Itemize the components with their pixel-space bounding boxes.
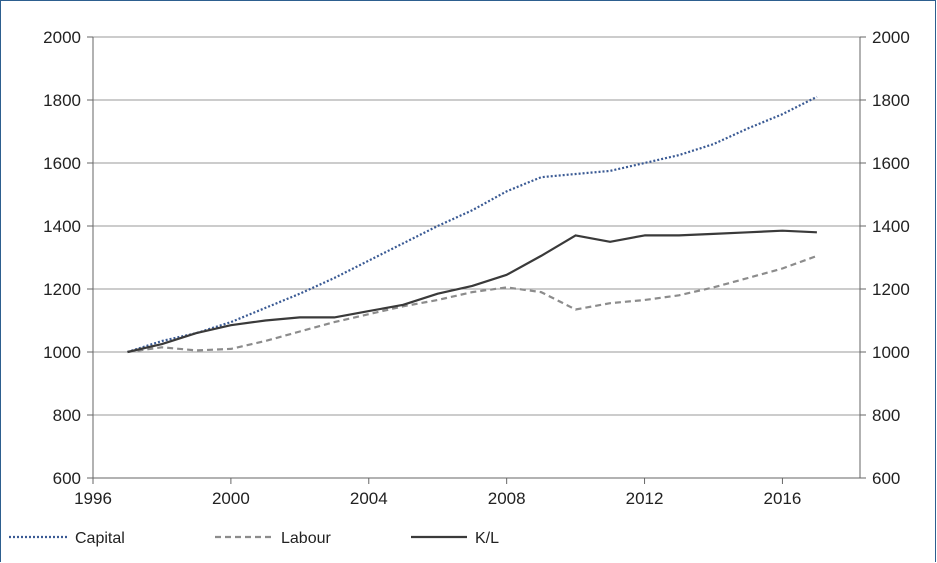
y-tick-label-left: 2000 [43,28,81,47]
x-tick-label: 2012 [626,489,664,508]
x-tick-label: 2008 [488,489,526,508]
legend-label: K/L [475,530,499,547]
x-tick-label: 2000 [212,489,250,508]
y-tick-label-right: 2000 [872,28,910,47]
y-tick-label-left: 1200 [43,280,81,299]
y-tick-label-right: 1800 [872,91,910,110]
y-tick-label-left: 600 [53,469,81,488]
legend-label: Capital [75,530,125,547]
y-tick-label-left: 800 [53,406,81,425]
series-line-capital [127,95,818,354]
y-tick-label-right: 1000 [872,343,910,362]
y-tick-label-left: 1600 [43,154,81,173]
y-tick-label-right: 600 [872,469,900,488]
legend-label: Labour [281,530,331,547]
y-tick-label-right: 1600 [872,154,910,173]
y-tick-label-left: 1400 [43,217,81,236]
x-tick-label: 2004 [350,489,388,508]
y-tick-label-right: 800 [872,406,900,425]
y-tick-label-left: 1000 [43,343,81,362]
y-tick-label-left: 1800 [43,91,81,110]
series-line-labour [127,254,818,354]
x-tick-label: 1996 [74,489,112,508]
y-tick-label-right: 1400 [872,217,910,236]
y-tick-label-right: 1200 [872,280,910,299]
series-line-k-l [127,229,817,354]
x-tick-label: 2016 [764,489,802,508]
